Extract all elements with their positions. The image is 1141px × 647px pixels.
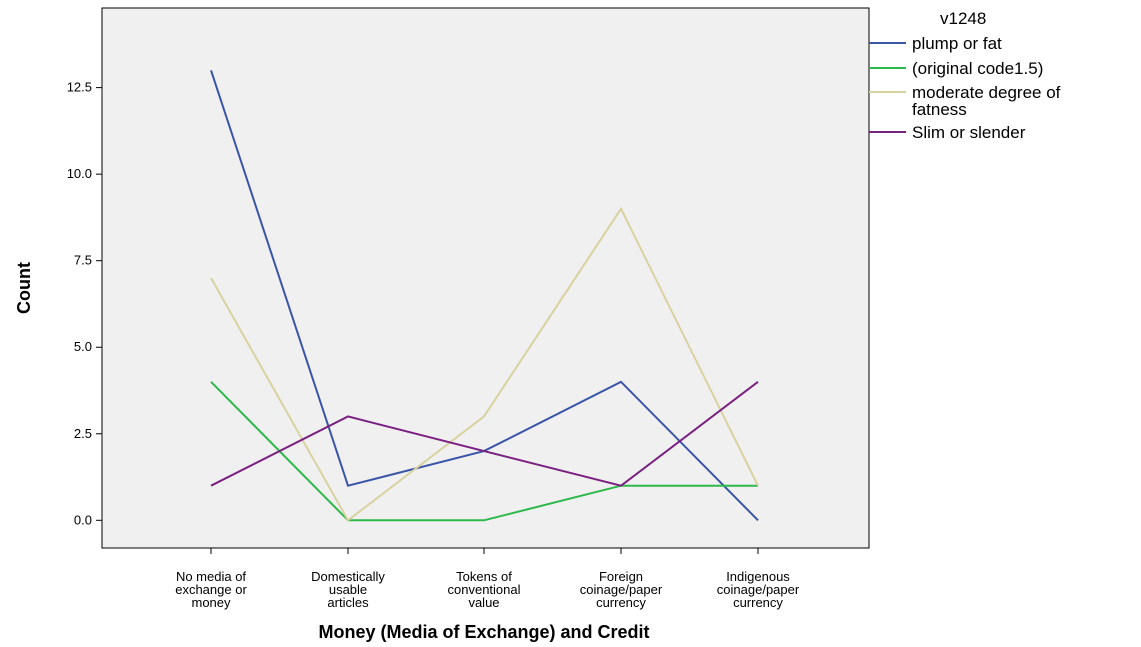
x-tick-label: currency: [596, 595, 646, 610]
y-tick-label: 10.0: [67, 166, 92, 181]
x-tick-label: coinage/paper: [580, 582, 663, 597]
y-tick-label: 7.5: [74, 253, 92, 268]
y-tick-label: 5.0: [74, 339, 92, 354]
legend-item: Slim or slender: [869, 123, 1026, 142]
y-tick-label: 0.0: [74, 512, 92, 527]
x-tick-label: exchange or: [175, 582, 247, 597]
series-lines: [210, 69, 759, 522]
x-tick-label: coinage/paper: [717, 582, 800, 597]
x-tick-label: No media of: [176, 569, 246, 584]
x-tick-label: conventional: [448, 582, 521, 597]
legend-label: moderate degree of: [912, 83, 1061, 102]
legend-label: (original code1.5): [912, 59, 1043, 78]
x-tick-label: money: [191, 595, 231, 610]
legend-label: Slim or slender: [912, 123, 1026, 142]
y-axis-title: Count: [14, 262, 34, 314]
y-tick-label: 2.5: [74, 426, 92, 441]
x-tick-label: usable: [329, 582, 367, 597]
x-tick-label: articles: [327, 595, 369, 610]
y-axis: 0.0 2.5 5.0 7.5 10.0 12.5: [67, 80, 102, 527]
legend-label: fatness: [912, 100, 967, 119]
y-tick-label: 12.5: [67, 80, 92, 95]
legend-item: (original code1.5): [869, 59, 1043, 78]
x-axis-title: Money (Media of Exchange) and Credit: [318, 622, 649, 642]
legend-title: v1248: [940, 9, 986, 28]
x-tick-label: currency: [733, 595, 783, 610]
legend: v1248 plump or fat (original code1.5) mode…: [869, 9, 1061, 142]
legend-label: plump or fat: [912, 34, 1002, 53]
x-tick-label: Foreign: [599, 569, 643, 584]
legend-item: plump or fat: [869, 34, 1002, 53]
x-tick-label: value: [468, 595, 499, 610]
x-tick-label: Domestically: [311, 569, 385, 584]
x-tick-label: Indigenous: [726, 569, 790, 584]
x-tick-label: Tokens of: [456, 569, 512, 584]
plot-area: [101, 7, 870, 549]
